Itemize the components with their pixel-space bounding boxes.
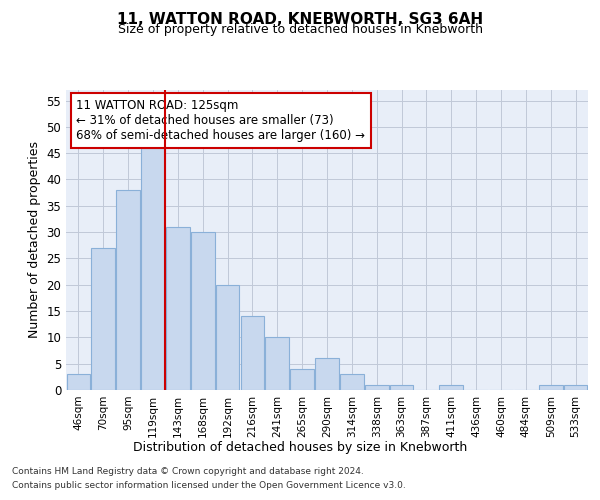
- Bar: [141, 148, 165, 390]
- Text: Size of property relative to detached houses in Knebworth: Size of property relative to detached ho…: [118, 22, 482, 36]
- Y-axis label: Number of detached properties: Number of detached properties: [28, 142, 41, 338]
- Text: Contains public sector information licensed under the Open Government Licence v3: Contains public sector information licen…: [12, 481, 406, 490]
- Bar: [439, 384, 463, 390]
- Bar: [315, 358, 339, 390]
- Bar: [91, 248, 115, 390]
- Bar: [241, 316, 264, 390]
- Bar: [340, 374, 364, 390]
- Bar: [365, 384, 389, 390]
- Bar: [116, 190, 140, 390]
- Bar: [539, 384, 563, 390]
- Bar: [216, 284, 239, 390]
- Bar: [67, 374, 90, 390]
- Bar: [191, 232, 215, 390]
- Text: 11 WATTON ROAD: 125sqm
← 31% of detached houses are smaller (73)
68% of semi-det: 11 WATTON ROAD: 125sqm ← 31% of detached…: [76, 99, 365, 142]
- Bar: [390, 384, 413, 390]
- Bar: [564, 384, 587, 390]
- Bar: [166, 227, 190, 390]
- Text: Distribution of detached houses by size in Knebworth: Distribution of detached houses by size …: [133, 441, 467, 454]
- Text: Contains HM Land Registry data © Crown copyright and database right 2024.: Contains HM Land Registry data © Crown c…: [12, 467, 364, 476]
- Text: 11, WATTON ROAD, KNEBWORTH, SG3 6AH: 11, WATTON ROAD, KNEBWORTH, SG3 6AH: [117, 12, 483, 28]
- Bar: [290, 369, 314, 390]
- Bar: [265, 338, 289, 390]
